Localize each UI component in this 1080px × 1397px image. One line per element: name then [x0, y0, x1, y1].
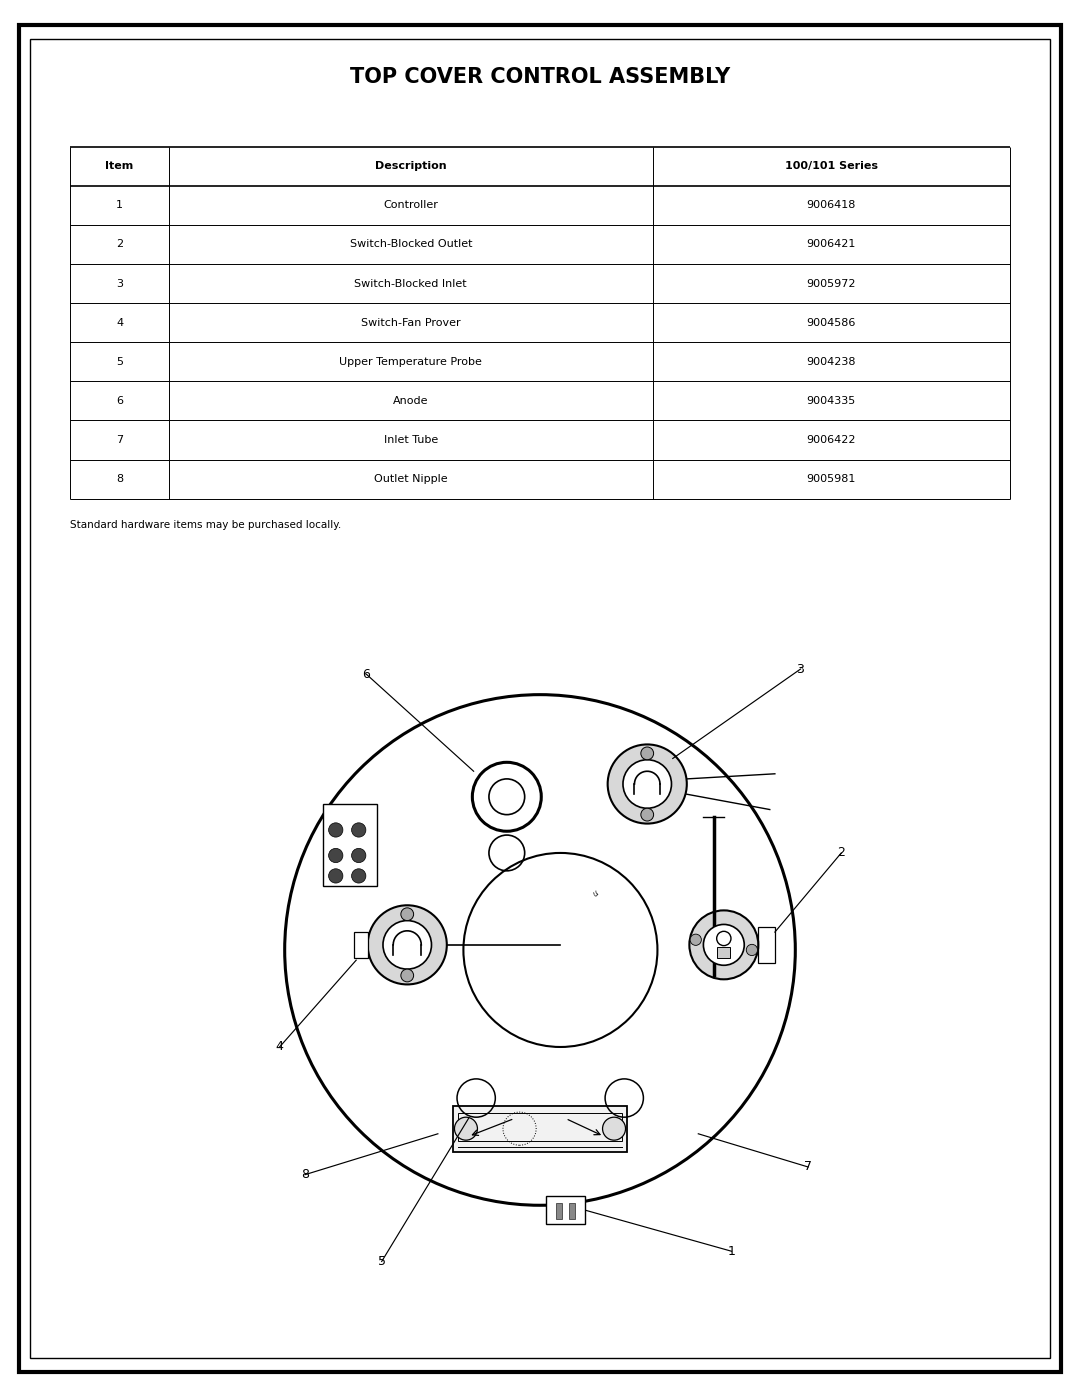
Text: 4: 4: [275, 1041, 284, 1053]
Circle shape: [352, 848, 366, 862]
Text: 7: 7: [805, 1161, 812, 1173]
Bar: [717, 947, 730, 957]
Text: 9005972: 9005972: [807, 278, 856, 289]
Text: 9004586: 9004586: [807, 317, 856, 328]
Text: 9006421: 9006421: [807, 239, 856, 250]
Text: 6: 6: [363, 668, 370, 680]
Text: 2: 2: [116, 239, 123, 250]
Circle shape: [603, 1118, 625, 1140]
Circle shape: [455, 1118, 477, 1140]
Circle shape: [367, 905, 447, 985]
Bar: [353, 932, 367, 957]
Text: 8: 8: [116, 474, 123, 485]
Text: 100/101 Series: 100/101 Series: [785, 161, 878, 172]
Circle shape: [640, 747, 653, 760]
Bar: [569, 1203, 575, 1220]
Text: Outlet Nipple: Outlet Nipple: [374, 474, 447, 485]
Circle shape: [623, 760, 672, 809]
Text: u: u: [592, 888, 600, 898]
Text: Upper Temperature Probe: Upper Temperature Probe: [339, 356, 483, 367]
Bar: [454, 1105, 626, 1151]
Circle shape: [690, 935, 701, 946]
Text: 9004335: 9004335: [807, 395, 856, 407]
Bar: [323, 805, 377, 886]
Bar: [758, 928, 774, 963]
Circle shape: [352, 823, 366, 837]
Text: 2: 2: [837, 847, 846, 859]
Text: Switch-Fan Prover: Switch-Fan Prover: [361, 317, 460, 328]
Text: 4: 4: [116, 317, 123, 328]
Text: 6: 6: [116, 395, 123, 407]
Text: Anode: Anode: [393, 395, 429, 407]
Text: Item: Item: [106, 161, 134, 172]
Text: 9006422: 9006422: [807, 434, 856, 446]
Circle shape: [352, 869, 366, 883]
Circle shape: [640, 809, 653, 821]
Circle shape: [608, 745, 687, 824]
Bar: [458, 1113, 622, 1141]
Circle shape: [703, 925, 744, 965]
Circle shape: [746, 944, 757, 956]
Circle shape: [401, 970, 414, 982]
Text: Controller: Controller: [383, 200, 438, 211]
Text: Switch-Blocked Inlet: Switch-Blocked Inlet: [354, 278, 468, 289]
Text: 9004238: 9004238: [807, 356, 856, 367]
Text: 1: 1: [728, 1245, 735, 1257]
Circle shape: [328, 869, 342, 883]
Text: TOP COVER CONTROL ASSEMBLY: TOP COVER CONTROL ASSEMBLY: [350, 67, 730, 87]
Bar: [546, 1196, 584, 1224]
Text: Switch-Blocked Outlet: Switch-Blocked Outlet: [350, 239, 472, 250]
Circle shape: [401, 908, 414, 921]
Text: 7: 7: [116, 434, 123, 446]
Text: 5: 5: [378, 1255, 386, 1268]
Text: 5: 5: [116, 356, 123, 367]
Bar: [556, 1203, 563, 1220]
Text: 1: 1: [116, 200, 123, 211]
Text: 3: 3: [116, 278, 123, 289]
Circle shape: [328, 823, 342, 837]
Text: Inlet Tube: Inlet Tube: [383, 434, 437, 446]
Circle shape: [689, 911, 758, 979]
Text: 9005981: 9005981: [807, 474, 856, 485]
Text: Description: Description: [375, 161, 447, 172]
Text: 3: 3: [796, 662, 805, 676]
Circle shape: [383, 921, 432, 970]
Text: Standard hardware items may be purchased locally.: Standard hardware items may be purchased…: [70, 520, 341, 529]
Text: 9006418: 9006418: [807, 200, 856, 211]
Text: 8: 8: [301, 1168, 309, 1180]
Circle shape: [328, 848, 342, 862]
